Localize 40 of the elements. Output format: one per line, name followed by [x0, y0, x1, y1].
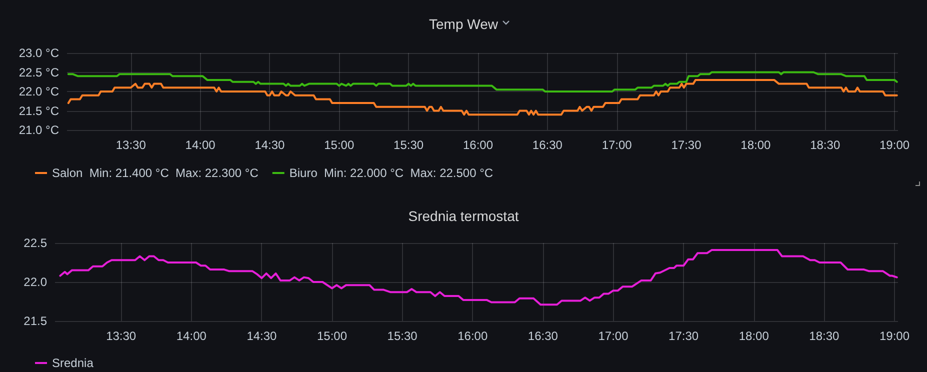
chart-title: Temp Wew	[429, 16, 499, 32]
x-tick-label: 13:30	[106, 329, 136, 343]
x-tick-label: 18:30	[810, 138, 840, 152]
x-tick-label: 15:30	[387, 329, 418, 343]
legend-label: Salon Min: 21.400 °C Max: 22.300 °C	[52, 166, 259, 180]
x-tick-label: 16:00	[458, 329, 488, 343]
x-tick-label: 17:00	[602, 138, 632, 152]
x-tick-label: 16:30	[532, 138, 563, 152]
x-tick-label: 14:00	[176, 329, 207, 343]
x-tick-label: 17:30	[668, 329, 699, 343]
x-tick-label: 13:30	[116, 138, 146, 152]
x-tick-label: 18:00	[738, 329, 770, 343]
line-series	[59, 249, 898, 306]
x-tick-label: 15:00	[324, 138, 354, 152]
x-tick-label: 14:00	[185, 138, 216, 152]
x-tick-label: 15:30	[394, 138, 424, 152]
line-series	[67, 78, 898, 116]
x-tick-label: 16:30	[528, 329, 558, 343]
line-series	[67, 71, 898, 92]
x-tick-label: 15:00	[317, 329, 348, 343]
y-tick-label: 22.5 °C	[18, 65, 60, 80]
x-tick-label: 17:30	[671, 138, 702, 152]
y-tick-label: 23.0 °C	[18, 46, 60, 60]
y-tick-label: 22.0	[24, 275, 48, 289]
y-tick-label: 21.5 °C	[18, 104, 60, 118]
x-tick-label: 19:00	[879, 329, 910, 343]
x-tick-label: 14:30	[254, 138, 286, 152]
y-tick-label: 21.0 °C	[18, 123, 60, 137]
y-tick-label: 22.5	[24, 236, 48, 250]
legend-label: Srednia	[52, 356, 94, 370]
x-tick-label: 18:00	[740, 138, 772, 152]
y-tick-label: 22.0 °C	[18, 84, 60, 98]
x-tick-label: 16:00	[462, 138, 494, 152]
x-tick-label: 19:00	[880, 138, 910, 152]
legend-label: Biuro Min: 22.000 °C Max: 22.500 °C	[289, 166, 494, 180]
y-tick-label: 21.5	[24, 314, 48, 328]
x-tick-label: 17:00	[598, 329, 629, 343]
chart-title: Srednia termostat	[408, 208, 519, 224]
x-tick-label: 18:30	[809, 329, 840, 343]
x-tick-label: 14:30	[246, 329, 278, 343]
